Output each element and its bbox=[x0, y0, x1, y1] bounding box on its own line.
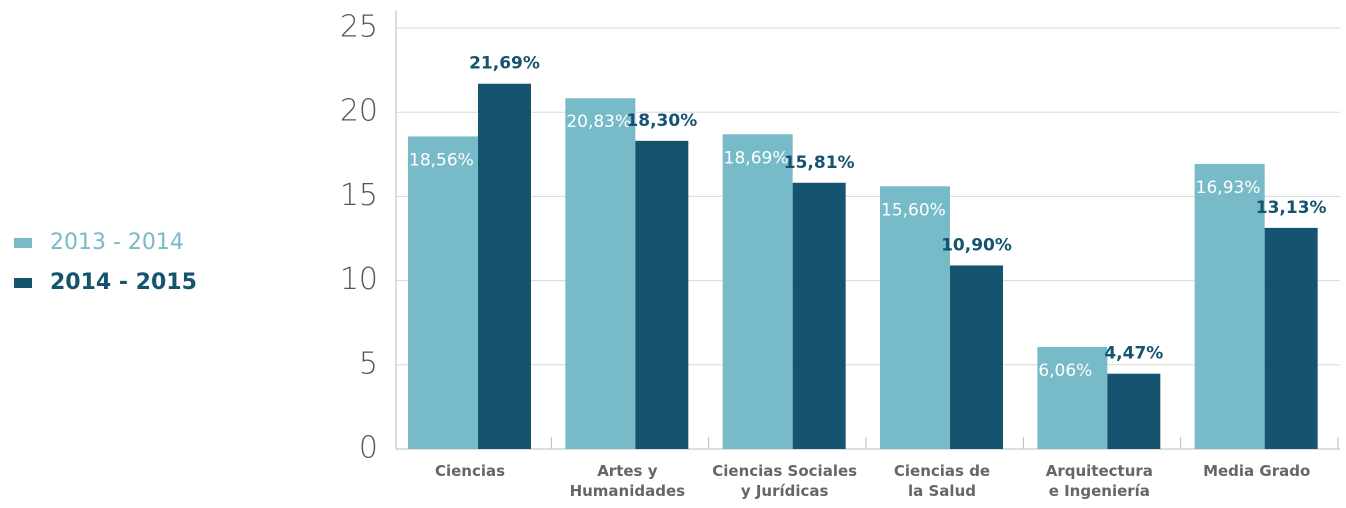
x-tick-label-line: Ciencias de bbox=[894, 462, 990, 480]
bar bbox=[1264, 227, 1318, 449]
y-tick-label: 0 bbox=[359, 431, 378, 466]
x-tick-label-line: Media Grado bbox=[1203, 462, 1310, 480]
value-label: 16,93% bbox=[1196, 178, 1261, 198]
x-tick-label-line: Arquitectura bbox=[1046, 462, 1153, 480]
value-label: 18,69% bbox=[724, 148, 789, 168]
bar bbox=[1107, 373, 1161, 449]
bar bbox=[722, 134, 793, 449]
value-label: 18,30% bbox=[626, 111, 697, 131]
y-tick-label: 25 bbox=[340, 10, 378, 45]
y-tick-label: 15 bbox=[340, 178, 378, 213]
y-tick-label: 5 bbox=[359, 346, 378, 381]
value-label: 15,81% bbox=[784, 153, 855, 173]
y-tick-label: 20 bbox=[340, 94, 378, 129]
x-tick-label-line: Humanidades bbox=[570, 482, 686, 500]
bar bbox=[408, 136, 478, 450]
value-label: 21,69% bbox=[469, 54, 540, 74]
value-label: 6,06% bbox=[1038, 361, 1092, 381]
value-label: 10,90% bbox=[941, 235, 1012, 255]
bar bbox=[565, 98, 636, 449]
x-tick-label-line: e Ingeniería bbox=[1049, 482, 1150, 500]
value-label: 15,60% bbox=[881, 200, 946, 220]
y-tick-label: 10 bbox=[340, 262, 378, 297]
x-tick-label-line: y Jurídicas bbox=[741, 482, 829, 500]
value-label: 4,47% bbox=[1104, 344, 1163, 364]
x-tick-label-line: Ciencias bbox=[435, 462, 505, 480]
x-tick-label: Ciencias Sociales y Jurídicas bbox=[712, 462, 857, 500]
x-tick-label: Arquitectura e Ingeniería bbox=[1046, 462, 1153, 500]
x-tick-label-line: la Salud bbox=[908, 482, 976, 500]
x-tick-label-line: Ciencias Sociales bbox=[712, 462, 857, 480]
value-label: 20,83% bbox=[566, 112, 631, 132]
bar bbox=[1037, 346, 1108, 449]
bar bbox=[1194, 163, 1265, 449]
bar bbox=[880, 186, 950, 449]
bar bbox=[478, 83, 531, 449]
bar bbox=[792, 182, 846, 450]
x-tick-label: Media Grado bbox=[1203, 462, 1310, 480]
legend-label: 2014 - 2015 bbox=[50, 270, 197, 295]
legend-label: 2013 - 2014 bbox=[50, 230, 184, 255]
x-tick-label: Ciencias bbox=[435, 462, 505, 480]
bar bbox=[635, 140, 689, 449]
value-label: 13,13% bbox=[1256, 198, 1327, 218]
x-tick-label: Artes y Humanidades bbox=[570, 462, 686, 500]
x-tick-label: Ciencias de la Salud bbox=[894, 462, 990, 500]
x-tick-label-line: Artes y bbox=[597, 462, 658, 480]
legend-swatch bbox=[14, 278, 32, 288]
value-label: 18,56% bbox=[409, 150, 474, 170]
bar bbox=[950, 265, 1003, 449]
legend-swatch bbox=[14, 238, 32, 248]
